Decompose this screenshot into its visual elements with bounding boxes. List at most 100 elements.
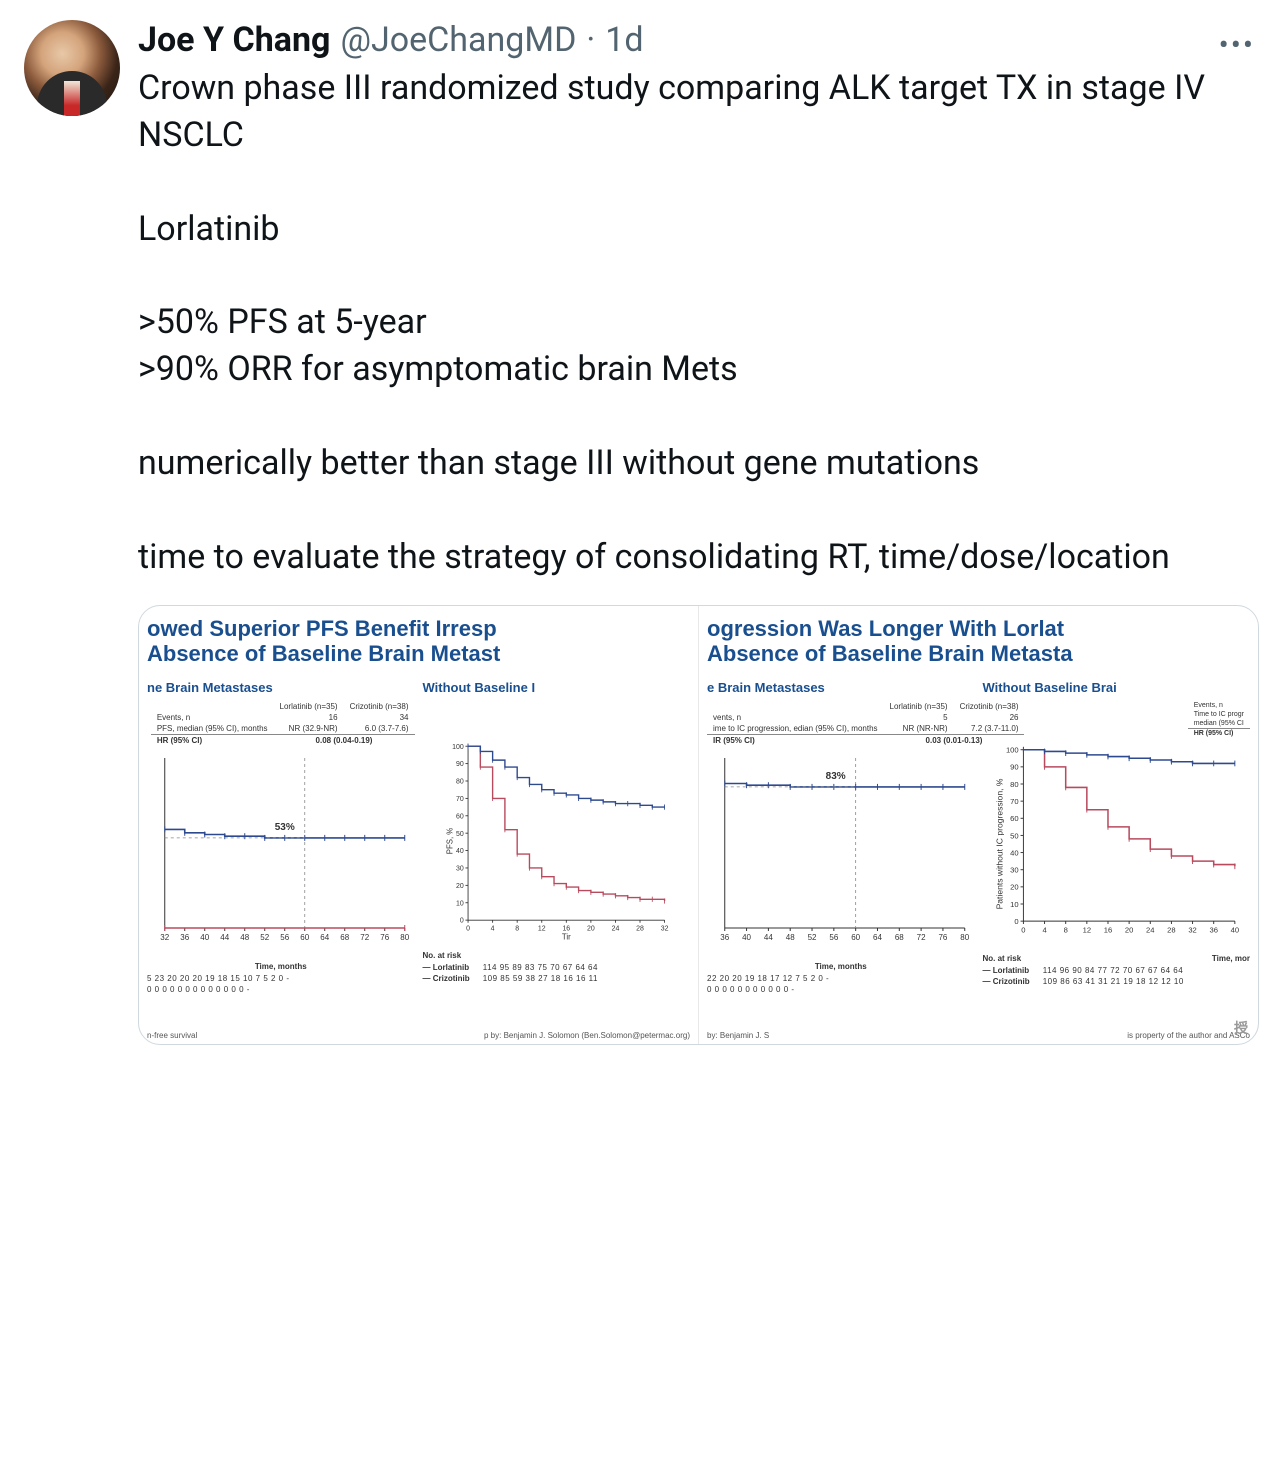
svg-text:40: 40 — [1230, 926, 1238, 935]
svg-text:60: 60 — [1010, 815, 1018, 824]
watermark: 授 — [1234, 1018, 1248, 1038]
col-criz: Crizotinib (n=38) — [344, 701, 415, 712]
footer-right: is property of the author and ASCo — [1127, 1031, 1250, 1040]
svg-text:0: 0 — [1021, 926, 1025, 935]
km-plot-2b: 0102030405060708090100048121620242832364… — [983, 744, 1251, 944]
svg-text:72: 72 — [917, 933, 926, 942]
km-plot-1a: 3236404448525660646872768053% — [147, 752, 415, 952]
slide2-footer: by: Benjamin J. S is property of the aut… — [707, 1031, 1250, 1040]
svg-text:40: 40 — [742, 933, 751, 942]
timestamp[interactable]: 1d — [605, 20, 643, 61]
footer-left: n-free survival — [147, 1031, 197, 1040]
display-name[interactable]: Joe Y Chang — [138, 20, 330, 61]
slide2-table-b: Events, n Time to IC progr median (95% C… — [1188, 701, 1250, 738]
tweet-text: Crown phase III randomized study compari… — [138, 65, 1259, 581]
svg-text:8: 8 — [515, 926, 519, 933]
svg-text:50: 50 — [455, 831, 463, 838]
svg-text:28: 28 — [636, 926, 644, 933]
svg-text:Tir: Tir — [561, 933, 570, 942]
svg-text:4: 4 — [1042, 926, 1047, 935]
svg-text:83%: 83% — [826, 771, 846, 782]
svg-text:44: 44 — [220, 933, 229, 942]
svg-text:30: 30 — [1010, 866, 1018, 875]
svg-text:24: 24 — [611, 926, 619, 933]
svg-text:56: 56 — [829, 933, 838, 942]
svg-text:90: 90 — [455, 762, 463, 769]
slide2-table-a: Lorlatinib (n=35)Crizotinib (n=38) vents… — [707, 701, 1024, 746]
slide1-table-a: Lorlatinib (n=35)Crizotinib (n=38) Event… — [151, 701, 415, 746]
svg-text:4: 4 — [490, 926, 494, 933]
footer-left: by: Benjamin J. S — [707, 1031, 769, 1040]
svg-text:50: 50 — [1010, 832, 1018, 841]
slide1-panel-b-title: Without Baseline I — [423, 680, 691, 695]
svg-text:Patients without IC progressio: Patients without IC progression, % — [994, 779, 1004, 910]
svg-text:0: 0 — [1014, 917, 1018, 926]
slide2-title-line1: ogression Was Longer With Lorlat — [707, 616, 1064, 641]
svg-text:32: 32 — [1188, 926, 1196, 935]
more-options-button[interactable]: ••• — [1219, 28, 1255, 63]
slide1-title-line2: Absence of Baseline Brain Metast — [147, 641, 500, 666]
svg-text:28: 28 — [1167, 926, 1175, 935]
slide-icp: ogression Was Longer With Lorlat Absence… — [698, 606, 1258, 1044]
svg-text:80: 80 — [1010, 780, 1018, 789]
risk-table-1b: No. at risk — Lorlatinib 114 95 89 83 75… — [423, 950, 691, 984]
svg-text:64: 64 — [873, 933, 882, 942]
col-lor: Lorlatinib (n=35) — [274, 701, 344, 712]
svg-text:32: 32 — [160, 933, 169, 942]
slide2-title: ogression Was Longer With Lorlat Absence… — [707, 616, 1250, 667]
slide1-footer: n-free survival p by: Benjamin J. Solomo… — [147, 1031, 690, 1040]
svg-text:24: 24 — [1146, 926, 1155, 935]
svg-text:0: 0 — [466, 926, 470, 933]
svg-text:48: 48 — [240, 933, 249, 942]
svg-text:56: 56 — [280, 933, 289, 942]
tweet-content: Joe Y Chang @JoeChangMD · 1d ••• Crown p… — [138, 20, 1259, 1045]
user-handle[interactable]: @JoeChangMD — [340, 20, 576, 61]
avatar[interactable] — [24, 20, 120, 116]
svg-text:64: 64 — [320, 933, 329, 942]
svg-text:10: 10 — [455, 901, 463, 908]
svg-text:30: 30 — [455, 866, 463, 873]
svg-text:40: 40 — [1010, 849, 1018, 858]
svg-text:44: 44 — [764, 933, 773, 942]
svg-text:36: 36 — [720, 933, 729, 942]
svg-text:60: 60 — [851, 933, 860, 942]
tweet-container: Joe Y Chang @JoeChangMD · 1d ••• Crown p… — [0, 0, 1283, 1065]
svg-text:68: 68 — [895, 933, 904, 942]
svg-text:100: 100 — [1005, 746, 1018, 755]
svg-text:PFS, %: PFS, % — [445, 828, 454, 855]
svg-text:68: 68 — [340, 933, 349, 942]
tweet-header: Joe Y Chang @JoeChangMD · 1d — [138, 20, 1259, 61]
svg-text:48: 48 — [786, 933, 795, 942]
svg-text:52: 52 — [260, 933, 269, 942]
slide1-panel-a-title: ne Brain Metastases — [147, 680, 415, 695]
svg-text:20: 20 — [1124, 926, 1132, 935]
svg-text:20: 20 — [455, 883, 463, 890]
slide2-title-line2: Absence of Baseline Brain Metasta — [707, 641, 1073, 666]
svg-text:72: 72 — [360, 933, 369, 942]
slide1-title: owed Superior PFS Benefit Irresp Absence… — [147, 616, 690, 667]
svg-text:36: 36 — [180, 933, 189, 942]
svg-text:16: 16 — [1103, 926, 1111, 935]
svg-text:80: 80 — [400, 933, 409, 942]
header-separator: · — [586, 20, 595, 61]
km-plot-2a: 36404448525660646872768083% — [707, 752, 975, 952]
svg-text:80: 80 — [960, 933, 969, 942]
media-card[interactable]: owed Superior PFS Benefit Irresp Absence… — [138, 605, 1259, 1045]
risk-table-1a: Time, months 5 23 20 20 20 19 18 15 10 7… — [147, 961, 415, 995]
svg-text:76: 76 — [938, 933, 947, 942]
svg-text:53%: 53% — [275, 822, 295, 833]
slide2-panel-a-title: e Brain Metastases — [707, 680, 975, 695]
svg-text:40: 40 — [200, 933, 209, 942]
svg-text:36: 36 — [1209, 926, 1217, 935]
svg-text:100: 100 — [452, 744, 464, 751]
svg-text:40: 40 — [455, 849, 463, 856]
svg-text:10: 10 — [1010, 900, 1018, 909]
risk-table-2a: Time, months 22 20 20 19 18 17 12 7 5 2 … — [707, 961, 975, 995]
footer-right: p by: Benjamin J. Solomon (Ben.Solomon@p… — [484, 1031, 690, 1040]
slide1-title-line1: owed Superior PFS Benefit Irresp — [147, 616, 497, 641]
svg-text:12: 12 — [537, 926, 545, 933]
slide2-panel-b-title: Without Baseline Brai — [983, 680, 1251, 695]
svg-text:60: 60 — [455, 814, 463, 821]
svg-text:76: 76 — [380, 933, 389, 942]
svg-text:0: 0 — [459, 918, 463, 925]
